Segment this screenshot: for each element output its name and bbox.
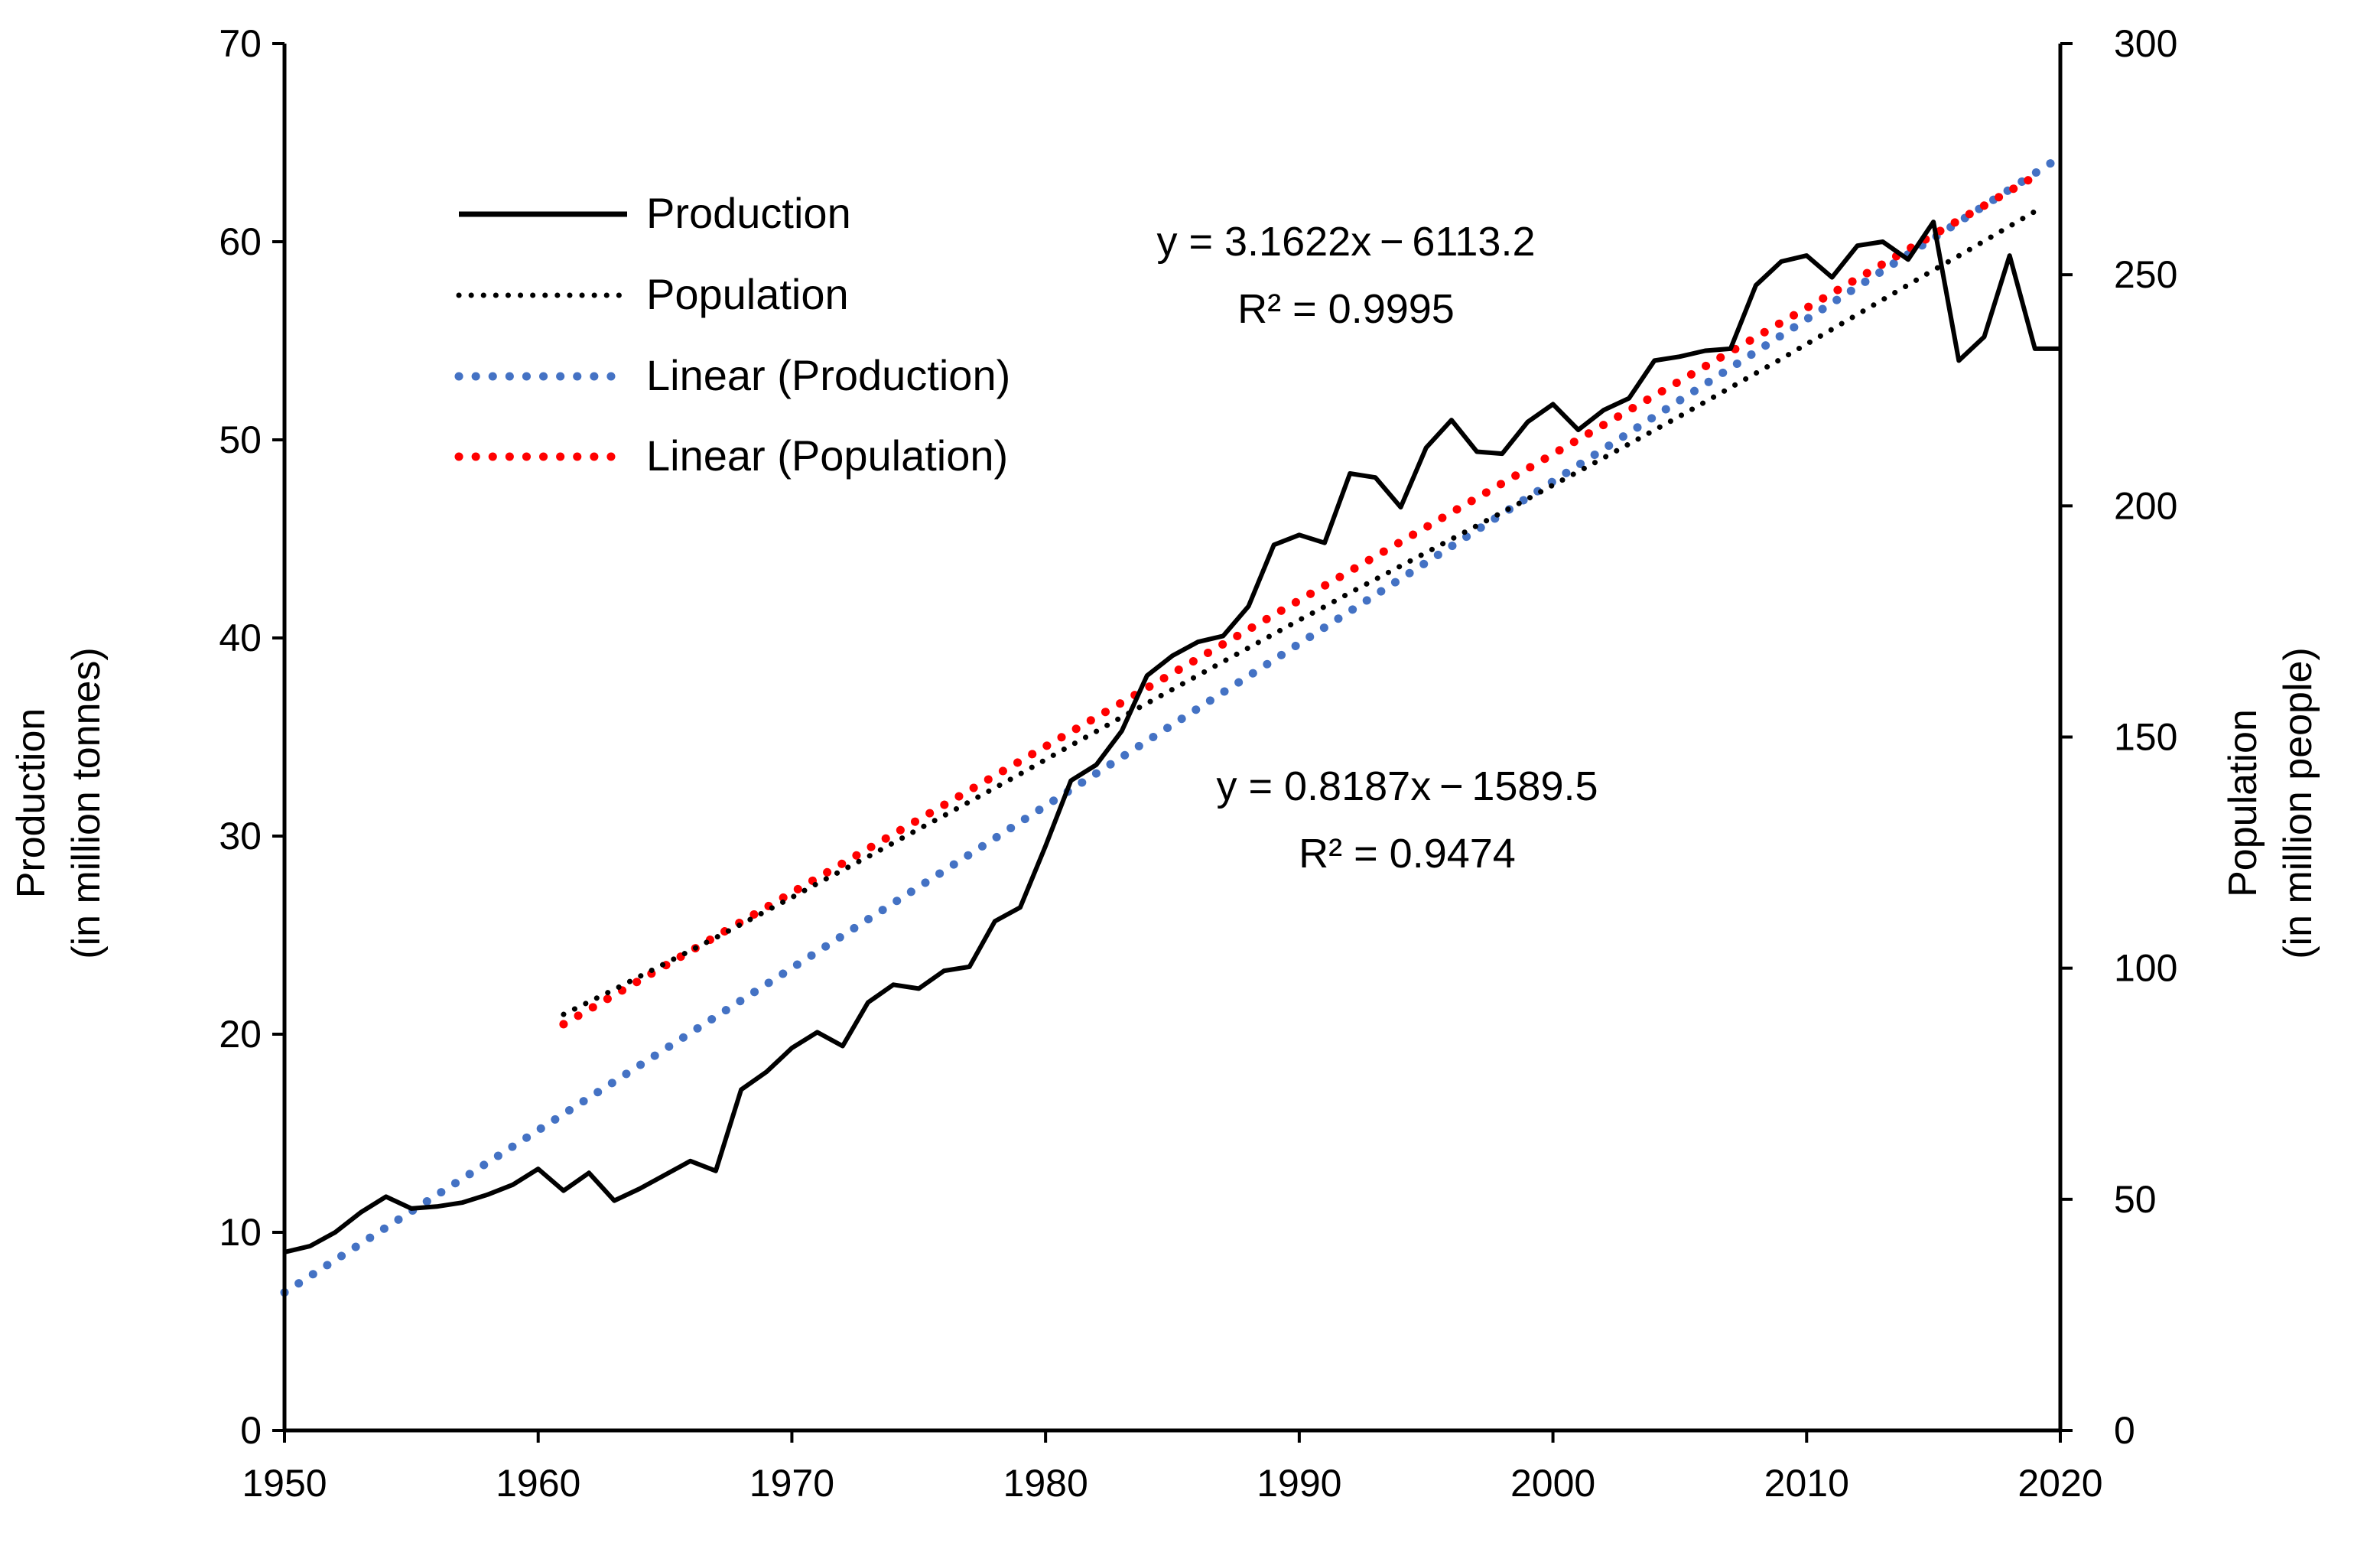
- left-y-tick-label: 60: [219, 220, 262, 263]
- right-y-tick-label: 200: [2114, 484, 2177, 527]
- right-y-tick-label: 300: [2114, 22, 2177, 65]
- right-y-tick-label: 50: [2114, 1178, 2157, 1221]
- legend-label-linear-population: Linear (Population): [646, 431, 1008, 480]
- series-line-population: [561, 208, 2038, 1017]
- x-tick-label: 1980: [1003, 1462, 1088, 1505]
- legend-label-production: Production: [646, 189, 851, 237]
- trendline-linear-production: [280, 152, 2065, 1297]
- series-line-production: [284, 220, 2060, 1254]
- population-trend-equation: y = 3.1622x − 6113.2: [1156, 219, 1535, 265]
- x-tick-label: 1970: [749, 1462, 834, 1505]
- x-tick-label: 1950: [242, 1462, 327, 1505]
- left-y-tick-label: 70: [219, 22, 262, 65]
- series-layer: [284, 208, 2060, 1254]
- left-axis-title: Production (in million tonnes): [9, 647, 109, 959]
- left-y-tick-label: 40: [219, 617, 262, 659]
- production-trend-r2: R² = 0.9474: [1299, 831, 1516, 877]
- x-tick-label: 1960: [496, 1462, 580, 1505]
- left-y-tick-label: 10: [219, 1211, 262, 1254]
- left-y-tick-label: 30: [219, 815, 262, 857]
- x-tick-label: 1990: [1257, 1462, 1341, 1505]
- x-tick-label: 2010: [1764, 1462, 1849, 1505]
- x-tick-label: 2020: [2017, 1462, 2102, 1505]
- right-y-tick-label: 150: [2114, 716, 2177, 759]
- tick-labels-layer: 1950 1960 1970 1980 1990 2000 2010 202001020304…: [219, 22, 2177, 1505]
- trendline-linear-population: [559, 172, 2040, 1029]
- production-trend-annotation: y = 0.8187x − 1589.5 R² = 0.9474: [1216, 763, 1598, 877]
- left-y-tick-label: 50: [219, 418, 262, 461]
- population-trend-annotation: y = 3.1622x − 6113.2 R² = 0.9995: [1156, 219, 1535, 332]
- right-y-tick-label: 100: [2114, 947, 2177, 990]
- left-y-tick-label: 0: [240, 1409, 262, 1452]
- axes-layer: [272, 42, 2073, 1443]
- population-trend-r2: R² = 0.9995: [1237, 286, 1455, 332]
- right-axis-title-line2: (in million people): [2276, 647, 2320, 959]
- right-y-tick-label: 250: [2114, 253, 2177, 296]
- trendlines-layer: [280, 152, 2065, 1297]
- left-y-tick-label: 20: [219, 1013, 262, 1056]
- legend-label-linear-production: Linear (Production): [646, 351, 1010, 399]
- legend-label-population: Population: [646, 270, 849, 318]
- production-trend-equation: y = 0.8187x − 1589.5: [1216, 763, 1598, 809]
- right-y-tick-label: 0: [2114, 1409, 2135, 1452]
- legend: Production Population Linear (Production…: [454, 189, 1010, 480]
- right-axis-title-line1: Population: [2221, 709, 2265, 897]
- left-axis-title-line1: Production: [9, 708, 54, 899]
- right-axis-title: Population (in million people): [2221, 647, 2320, 959]
- x-tick-label: 2000: [1510, 1462, 1595, 1505]
- left-axis-title-line2: (in million tonnes): [64, 647, 109, 959]
